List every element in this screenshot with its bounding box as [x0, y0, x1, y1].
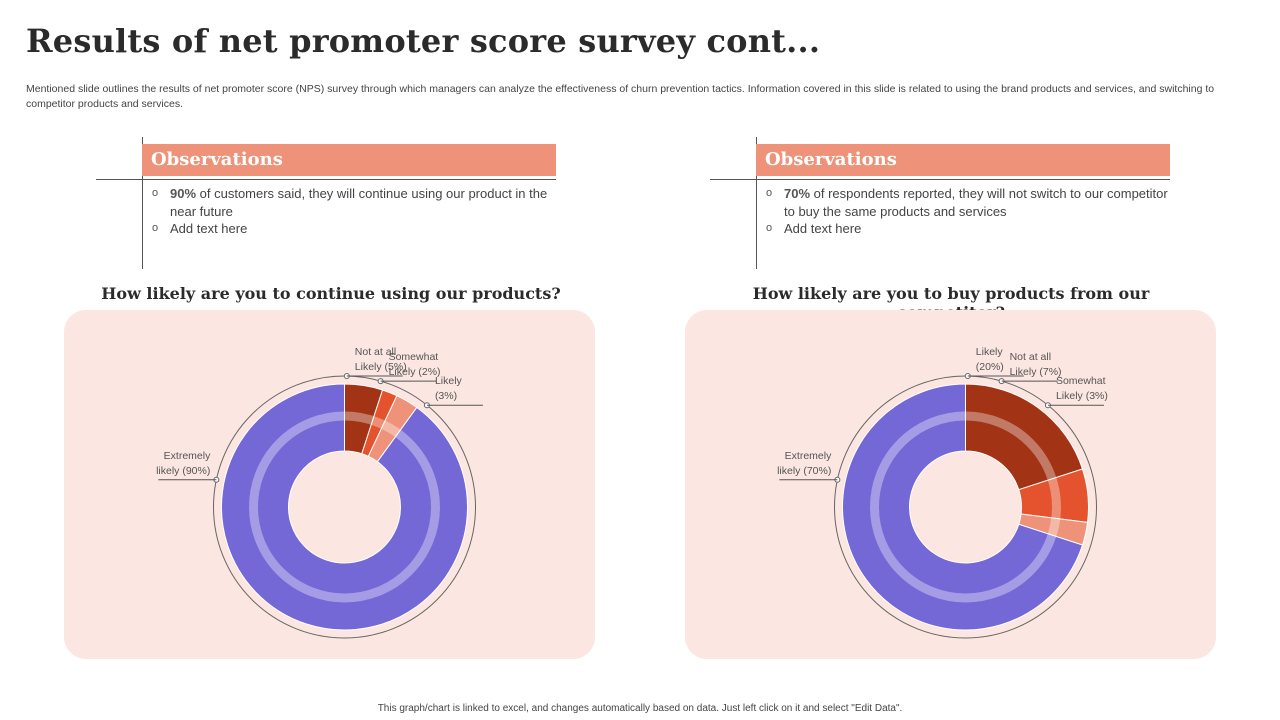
bullet-circle-icon: o — [152, 187, 159, 199]
data-label-somewhat-likely: Somewhat — [1056, 375, 1106, 387]
observation-item: o 90% of customers said, they will contin… — [152, 185, 556, 220]
observation-item: o Add text here — [766, 220, 1170, 238]
data-label-not-at-all-likely: Not at all — [1010, 351, 1051, 363]
observations-divider-vertical — [756, 137, 757, 269]
chart-panel-continue: Not at all Likely (5%) Somewhat Likely (2%)… — [64, 310, 595, 659]
page-subtitle: Mentioned slide outlines the results of … — [26, 83, 1215, 110]
slice-extremely-likely — [842, 383, 1084, 631]
data-label-likely: (20%) — [976, 361, 1004, 373]
observation-item: o 70% of respondents reported, they will … — [766, 185, 1170, 220]
inner-ring-highlight — [249, 411, 440, 603]
chart-title-continue: How likely are you to continue using our… — [101, 284, 561, 303]
bullet-circle-icon: o — [152, 222, 159, 234]
data-label-not-at-all-likely: Likely (7%) — [1010, 366, 1062, 378]
observations-list: o 90% of customers said, they will contin… — [152, 185, 556, 238]
data-label-extremely-likely: likely (90%) — [156, 465, 210, 477]
data-label-extremely-likely: likely (70%) — [777, 465, 831, 477]
observations-right: Observations o 70% of respondents reporte… — [710, 137, 1190, 269]
inner-ring-highlight — [870, 411, 1061, 603]
observations-left: Observations o 90% of customers said, the… — [96, 137, 576, 269]
slice-likely — [965, 383, 1084, 491]
page-title: Results of net promoter score survey con… — [26, 22, 821, 60]
observations-divider-horizontal — [96, 179, 556, 180]
chart-panel-competitor: Likely (20%) Not at all Likely (7%) Somewhat… — [685, 310, 1216, 659]
observation-highlight: 70% — [784, 186, 811, 201]
bullet-circle-icon: o — [766, 222, 773, 234]
data-label-not-at-all-likely: Likely (5%) — [355, 361, 407, 373]
data-label-likely: Likely — [976, 346, 1004, 358]
observations-divider-vertical — [142, 137, 143, 269]
observations-header: Observations — [142, 144, 556, 176]
footer-note: This graph/chart is linked to excel, and… — [377, 703, 903, 714]
observation-text: Add text here — [784, 221, 862, 236]
data-label-extremely-likely: Extremely — [164, 450, 211, 462]
data-label-extremely-likely: Extremely — [785, 450, 832, 462]
slice-extremely-likely — [221, 383, 468, 631]
data-label-likely: (3%) — [435, 390, 457, 402]
donut-chart-competitor: Likely (20%) Not at all Likely (7%)Somewhat… — [777, 346, 1108, 639]
bullet-circle-icon: o — [766, 187, 773, 199]
observations-list: o 70% of respondents reported, they will … — [766, 185, 1170, 238]
data-label-not-at-all-likely: Not at all — [355, 346, 396, 358]
data-label-somewhat-likely: Likely (3%) — [1056, 390, 1108, 402]
data-label-somewhat-likely: Likely (2%) — [389, 366, 441, 378]
observations-divider-horizontal — [710, 179, 1170, 180]
observation-text: Add text here — [170, 221, 248, 236]
observations-header: Observations — [756, 144, 1170, 176]
observation-text: of respondents reported, they will not s… — [784, 186, 1168, 219]
observation-text: of customers said, they will continue us… — [170, 186, 548, 219]
observation-item: o Add text here — [152, 220, 556, 238]
data-label-likely: Likely — [435, 375, 463, 387]
donut-chart-continue: Not at all Likely (5%)Somewhat Likely (2%)… — [156, 346, 483, 639]
data-label-somewhat-likely: Somewhat — [389, 351, 439, 363]
observation-highlight: 90% — [170, 186, 197, 201]
